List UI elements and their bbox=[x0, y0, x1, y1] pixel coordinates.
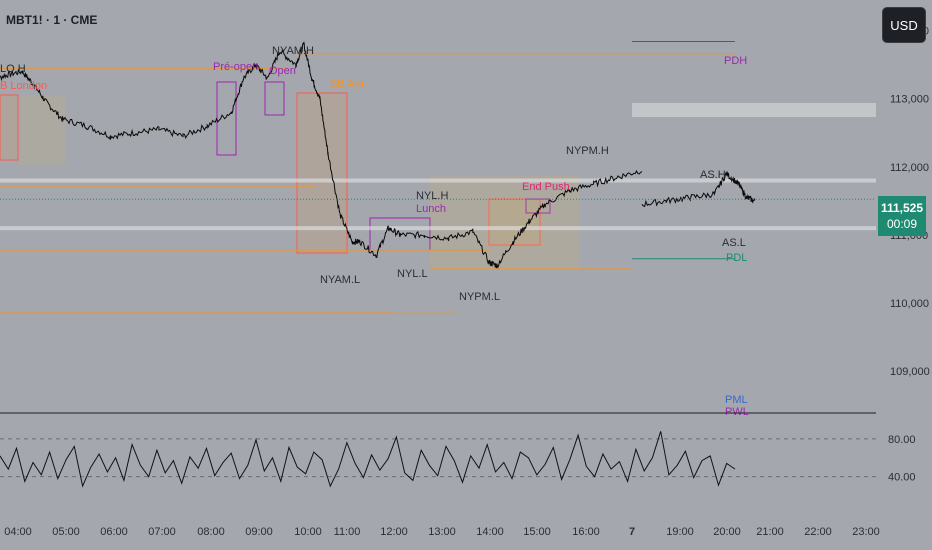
x-axis-tick-label: 7 bbox=[629, 526, 635, 538]
symbol-title[interactable]: MBT1! · 1 · CME bbox=[6, 13, 98, 27]
session-label-nypm-h: NYPM.H bbox=[566, 145, 609, 157]
price-series-line[interactable] bbox=[0, 41, 756, 269]
x-axis-tick-label: 10:00 bbox=[294, 526, 322, 538]
session-label-as-l: AS.L bbox=[722, 237, 746, 249]
x-axis-tick-label: 20:00 bbox=[713, 526, 741, 538]
x-axis-tick-label: 08:00 bbox=[197, 526, 225, 538]
x-axis-tick-label: 23:00 bbox=[852, 526, 880, 538]
bar-countdown: 00:09 bbox=[886, 217, 918, 231]
rsi-tick-label: 40.00 bbox=[888, 472, 916, 484]
y-axis-tick-label: 109,000 bbox=[890, 366, 930, 378]
session-label-as-h: AS.H bbox=[700, 169, 726, 181]
imbalance-zone bbox=[632, 103, 876, 117]
session-label-nyam-l: NYAM.L bbox=[320, 274, 360, 286]
currency-button[interactable]: USD bbox=[882, 7, 926, 43]
session-label-b-london: B London bbox=[0, 80, 47, 92]
x-axis-tick-label: 16:00 bbox=[572, 526, 600, 538]
session-label-nyam-h: NYAM.H bbox=[272, 45, 314, 57]
y-axis-tick-label: 113,000 bbox=[890, 94, 929, 106]
x-axis-tick-label: 09:00 bbox=[245, 526, 273, 538]
session-label-pwl: PWL bbox=[725, 406, 749, 418]
x-axis-tick-label: 07:00 bbox=[148, 526, 176, 538]
london-box bbox=[0, 94, 19, 161]
x-axis-tick-label: 13:00 bbox=[428, 526, 456, 538]
london-shade bbox=[20, 95, 65, 165]
rsi-series-line[interactable] bbox=[0, 431, 736, 488]
x-axis-tick-label: 14:00 bbox=[476, 526, 504, 538]
session-label-sb-am: SB Am bbox=[330, 78, 364, 90]
x-axis-tick-label: 04:00 bbox=[4, 526, 32, 538]
session-label-pdl: PDL bbox=[726, 252, 747, 264]
x-axis-tick-label: 05:00 bbox=[52, 526, 80, 538]
last-price-badge: 111,525 00:09 bbox=[878, 196, 926, 236]
session-label-pml: PML bbox=[725, 394, 748, 406]
x-axis-tick-label: 15:00 bbox=[523, 526, 551, 538]
x-axis-tick-label: 06:00 bbox=[100, 526, 128, 538]
session-label-pr--open: Pré-open bbox=[213, 61, 258, 73]
rsi-tick-label: 80.00 bbox=[888, 434, 916, 446]
session-label-open: Open bbox=[269, 65, 296, 77]
session-label-nyl-l: NYL.L bbox=[397, 268, 428, 280]
session-label-pdh: PDH bbox=[724, 55, 747, 67]
session-label-lo-h: LO.H bbox=[0, 63, 26, 75]
x-axis-tick-label: 12:00 bbox=[380, 526, 408, 538]
x-axis-tick-label: 21:00 bbox=[756, 526, 784, 538]
x-axis-tick-label: 19:00 bbox=[666, 526, 694, 538]
x-axis-tick-label: 11:00 bbox=[334, 526, 361, 538]
session-label-nyl-h: NYL.H bbox=[416, 190, 448, 202]
x-axis-tick-label: 22:00 bbox=[804, 526, 832, 538]
session-label-nypm-l: NYPM.L bbox=[459, 291, 500, 303]
y-axis-tick-label: 110,000 bbox=[890, 298, 929, 310]
last-price-value: 111,525 bbox=[880, 201, 924, 215]
session-label-end-push: End Push bbox=[522, 181, 570, 193]
open-box bbox=[264, 81, 285, 116]
session-label-lunch: Lunch bbox=[416, 203, 446, 215]
y-axis-tick-label: 112,000 bbox=[890, 162, 929, 174]
